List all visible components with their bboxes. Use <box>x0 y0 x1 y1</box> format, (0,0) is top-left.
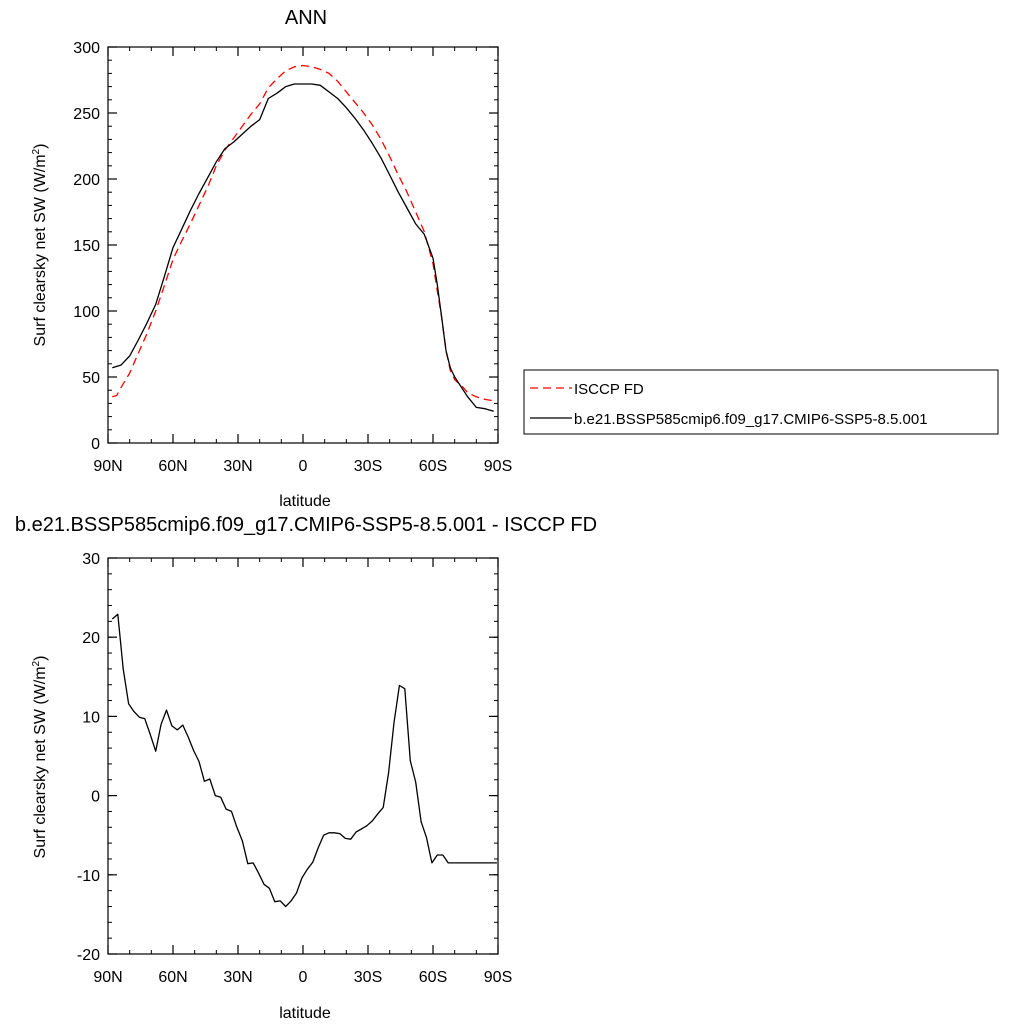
bottom-y-axis-label-superscript: 2 <box>31 660 42 666</box>
bottom-x-tick-label: 0 <box>299 969 308 986</box>
legend: ISCCP FD b.e21.BSSP585cmip6.f09_g17.CMIP… <box>523 369 999 435</box>
top-plot-frame <box>107 46 499 444</box>
top-y-tick-label: 0 <box>91 436 100 453</box>
top-x-tick-label: 90S <box>484 458 512 475</box>
top-y-axis-label-text: Surf clearsky net SW (W/m <box>32 154 49 346</box>
bottom-y-ticks: -20 -10 0 10 20 30 <box>77 551 498 964</box>
bottom-y-tick-label: 10 <box>82 709 100 726</box>
top-x-tick-label: 30S <box>354 458 382 475</box>
top-y-tick-label: 50 <box>82 370 100 387</box>
bottom-series-line-0 <box>111 613 497 908</box>
bottom-y-axis-label-text: Surf clearsky net SW (W/m <box>32 666 49 858</box>
top-x-axis-label: latitude <box>279 493 331 510</box>
top-y-axis-label-close: ) <box>32 144 49 149</box>
top-y-axis-label-superscript: 2 <box>31 148 42 154</box>
top-series-line-isccp <box>112 64 494 402</box>
bottom-chart-title: b.e21.BSSP585cmip6.f09_g17.CMIP6-SSP5-8.… <box>15 514 597 536</box>
top-y-tick-label: 250 <box>73 106 100 123</box>
bottom-panel: b.e21.BSSP585cmip6.f09_g17.CMIP6-SSP5-8.… <box>15 514 597 1022</box>
top-x-tick-label: 60N <box>158 458 187 475</box>
top-x-ticks: 90N 60N 30N 0 30S 60S 90S <box>93 47 512 475</box>
top-y-tick-label: 200 <box>73 172 100 189</box>
bottom-x-ticks: 90N 60N 30N 0 30S 60S 90S <box>93 558 512 986</box>
bottom-x-tick-label: 60S <box>419 969 447 986</box>
top-x-tick-label: 60S <box>419 458 447 475</box>
bottom-y-tick-label: -10 <box>77 868 100 885</box>
top-chart-title: ANN <box>285 7 327 29</box>
top-y-axis-label: Surf clearsky net SW (W/m2) <box>31 144 49 347</box>
bottom-plot-frame <box>107 557 499 955</box>
bottom-y-axis-label: Surf clearsky net SW (W/m2) <box>31 656 49 859</box>
bottom-y-axis-label-close: ) <box>32 656 49 661</box>
legend-label-isccp: ISCCP FD <box>574 381 644 398</box>
bottom-y-tick-label: -20 <box>77 947 100 964</box>
bottom-y-tick-label: 0 <box>91 789 100 806</box>
bottom-x-tick-label: 60N <box>158 969 187 986</box>
top-y-ticks: 0 50 100 150 200 250 300 <box>73 40 498 453</box>
legend-box <box>523 369 999 435</box>
bottom-x-axis-label: latitude <box>279 1005 331 1022</box>
bottom-x-tick-label: 30S <box>354 969 382 986</box>
bottom-y-tick-label: 30 <box>82 551 100 568</box>
legend-label-model: b.e21.BSSP585cmip6.f09_g17.CMIP6-SSP5-8.… <box>574 411 928 428</box>
bottom-x-tick-label: 30N <box>223 969 252 986</box>
bottom-x-tick-label: 90S <box>484 969 512 986</box>
bottom-y-tick-label: 20 <box>82 630 100 647</box>
bottom-x-tick-label: 90N <box>93 969 122 986</box>
top-series-line-b <box>112 83 494 412</box>
top-series <box>112 64 494 412</box>
bottom-series <box>111 613 497 908</box>
top-x-tick-label: 30N <box>223 458 252 475</box>
top-y-tick-label: 100 <box>73 304 100 321</box>
top-y-tick-label: 300 <box>73 40 100 57</box>
top-y-tick-label: 150 <box>73 238 100 255</box>
top-x-tick-label: 90N <box>93 458 122 475</box>
top-x-tick-label: 0 <box>299 458 308 475</box>
